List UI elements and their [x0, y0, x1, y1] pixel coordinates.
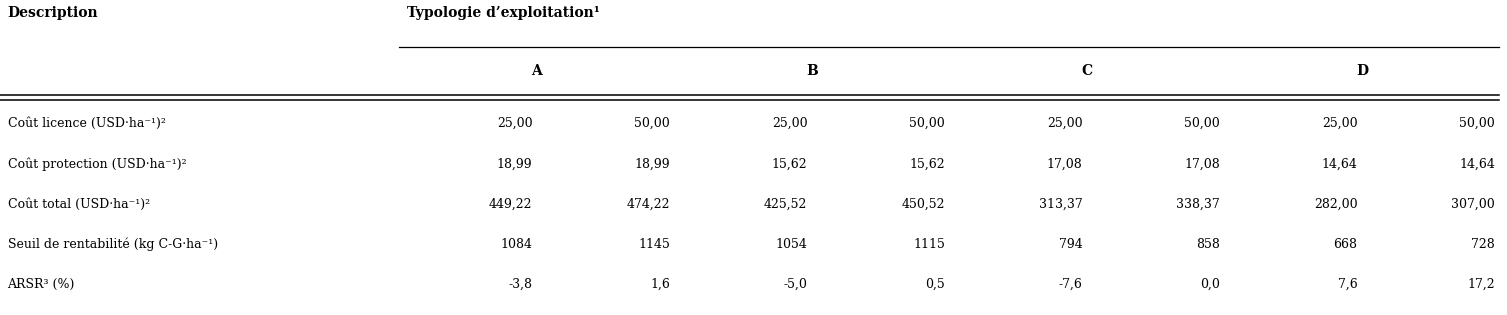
Text: 474,22: 474,22: [627, 198, 669, 211]
Text: 15,62: 15,62: [772, 157, 808, 170]
Text: 18,99: 18,99: [497, 157, 532, 170]
Text: -7,6: -7,6: [1058, 278, 1082, 291]
Text: 338,37: 338,37: [1175, 198, 1221, 211]
Text: 282,00: 282,00: [1314, 198, 1358, 211]
Text: Seuil de rentabilité (kg C-G·ha⁻¹): Seuil de rentabilité (kg C-G·ha⁻¹): [8, 238, 217, 251]
Text: 14,64: 14,64: [1459, 157, 1495, 170]
Text: 1084: 1084: [500, 238, 532, 251]
Text: 25,00: 25,00: [1322, 117, 1358, 130]
Text: 7,6: 7,6: [1338, 278, 1358, 291]
Text: 18,99: 18,99: [634, 157, 669, 170]
Text: 17,08: 17,08: [1185, 157, 1221, 170]
Text: 1145: 1145: [637, 238, 669, 251]
Text: 0,0: 0,0: [1200, 278, 1221, 291]
Text: 668: 668: [1334, 238, 1358, 251]
Text: 50,00: 50,00: [909, 117, 945, 130]
Text: 25,00: 25,00: [497, 117, 532, 130]
Text: 313,37: 313,37: [1038, 198, 1082, 211]
Text: 14,64: 14,64: [1322, 157, 1358, 170]
Text: 1054: 1054: [776, 238, 808, 251]
Text: 858: 858: [1197, 238, 1221, 251]
Text: 50,00: 50,00: [634, 117, 669, 130]
Text: B: B: [806, 64, 818, 78]
Text: -5,0: -5,0: [784, 278, 808, 291]
Text: 307,00: 307,00: [1451, 198, 1495, 211]
Text: 794: 794: [1058, 238, 1082, 251]
Text: 25,00: 25,00: [772, 117, 808, 130]
Text: 450,52: 450,52: [901, 198, 945, 211]
Text: 0,5: 0,5: [925, 278, 945, 291]
Text: 1115: 1115: [913, 238, 945, 251]
Text: 425,52: 425,52: [764, 198, 808, 211]
Text: C: C: [1082, 64, 1093, 78]
Text: Coût protection (USD·ha⁻¹)²: Coût protection (USD·ha⁻¹)²: [8, 157, 187, 170]
Text: 25,00: 25,00: [1047, 117, 1082, 130]
Text: 50,00: 50,00: [1185, 117, 1221, 130]
Text: ARSR³ (%): ARSR³ (%): [8, 278, 75, 291]
Text: 50,00: 50,00: [1459, 117, 1495, 130]
Text: Coût licence (USD·ha⁻¹)²: Coût licence (USD·ha⁻¹)²: [8, 117, 166, 130]
Text: 1,6: 1,6: [650, 278, 669, 291]
Text: 17,2: 17,2: [1468, 278, 1495, 291]
Text: -3,8: -3,8: [508, 278, 532, 291]
Text: Coût total (USD·ha⁻¹)²: Coût total (USD·ha⁻¹)²: [8, 198, 149, 211]
Text: Description: Description: [8, 6, 98, 20]
Text: 728: 728: [1471, 238, 1495, 251]
Text: Typologie d’exploitation¹: Typologie d’exploitation¹: [407, 6, 600, 20]
Text: 17,08: 17,08: [1047, 157, 1082, 170]
Text: 15,62: 15,62: [909, 157, 945, 170]
Text: 449,22: 449,22: [488, 198, 532, 211]
Text: D: D: [1356, 64, 1368, 78]
Text: A: A: [532, 64, 543, 78]
